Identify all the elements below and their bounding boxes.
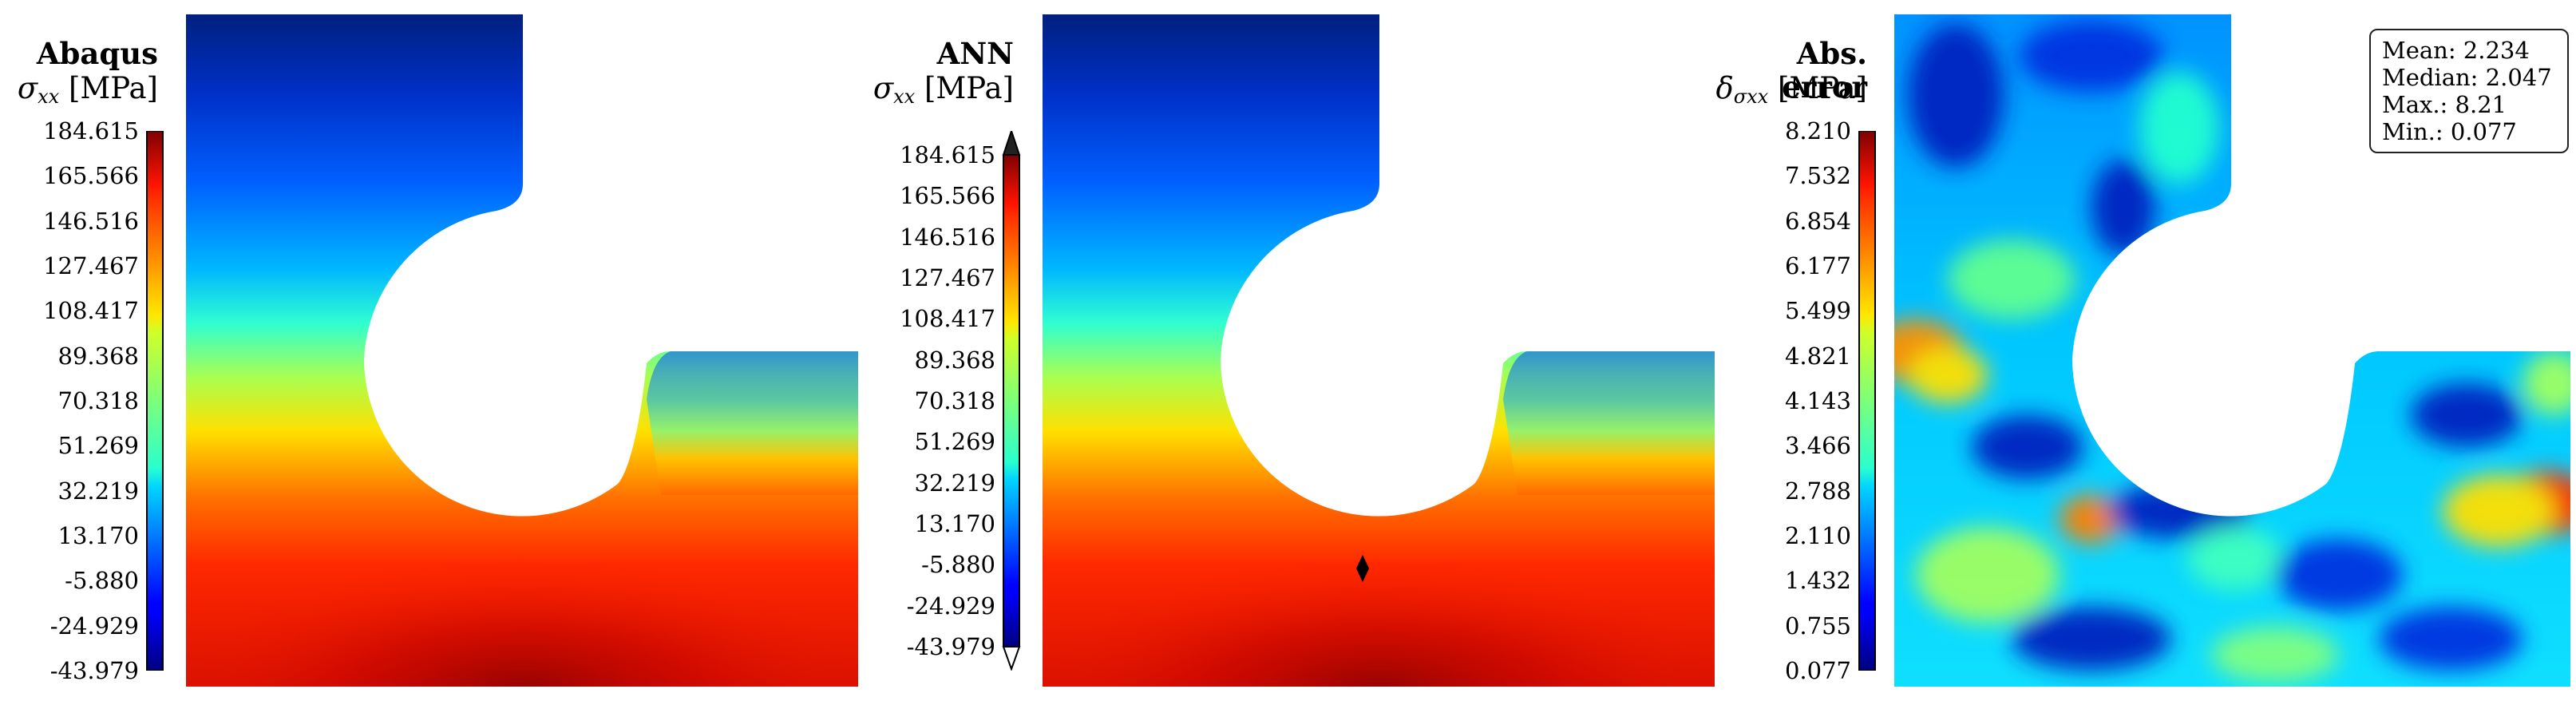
stat-max: Max.: 8.21	[2382, 91, 2507, 118]
colorbar-tick-label: 184.615	[900, 141, 995, 168]
colorbar-tick-label: 4.143	[1784, 387, 1851, 414]
panel-abs-error: Abs. error δσxx [MPa] 8.210 7.532 6.854 6.1…	[1712, 0, 2576, 701]
colorbar-tick-label: 8.210	[1784, 117, 1851, 145]
colorbar-tick-label: 7.532	[1784, 162, 1851, 190]
colorbar-tick-label: 6.854	[1784, 207, 1851, 235]
colorbar-label: σxx [MPa]	[0, 72, 158, 113]
contour-plot	[186, 14, 858, 687]
colorbar-tick-label: 108.417	[900, 305, 995, 333]
colorbar-tick-label: 0.755	[1784, 612, 1851, 640]
colorbar-tick-label: 70.318	[57, 387, 139, 414]
upper-right-stub	[647, 351, 858, 495]
panel-title: Abs. error	[1782, 36, 1867, 105]
colorbar-tick-label: 184.615	[43, 117, 139, 145]
quantity-unit: [MPa]	[924, 71, 1014, 105]
stat-median: Median: 2.047	[2382, 64, 2552, 91]
error-plot	[1894, 14, 2570, 687]
panel-abaqus: Abaqus σxx [MPa] 184.615 165.566 146.516 12…	[0, 0, 862, 701]
panel-title: Abaqus	[36, 36, 158, 71]
quantity-unit: [MPa]	[68, 71, 158, 105]
colorbar-tick-label: -24.929	[49, 612, 139, 640]
colorbar-tick-label: 1.432	[1784, 567, 1851, 595]
colorbar-tick-label: 2.788	[1784, 477, 1851, 505]
colorbar-tick-label: 165.566	[900, 182, 995, 210]
quantity-symbol: δ	[1715, 71, 1734, 105]
colorbar-tick-label: 89.368	[914, 346, 995, 374]
contour-plot	[1043, 14, 1715, 687]
colorbar	[146, 131, 164, 671]
colorbar-extend-max	[1002, 131, 1021, 156]
upper-right-stub	[1503, 351, 1715, 495]
colorbar-label: δσxx [MPa]	[1712, 72, 1867, 113]
colorbar-tick-label: -43.979	[906, 633, 995, 660]
colorbar-tick-label: -5.880	[65, 567, 139, 595]
stat-min: Min.: 0.077	[2382, 118, 2517, 145]
colorbar-tick-label: 0.077	[1784, 657, 1851, 684]
colorbar-tick-label: 4.821	[1784, 342, 1851, 370]
colorbar-tick-label: 127.467	[900, 264, 995, 291]
colorbar-tick-label: 127.467	[43, 252, 139, 279]
min-marker	[1356, 555, 1369, 582]
quantity-subscript: σxx	[1733, 85, 1769, 108]
panel-ann: ANN σxx [MPa] 184.615 165.566 146.516 127.4…	[858, 0, 1720, 701]
colorbar-tick-label: 146.516	[900, 223, 995, 251]
colorbar-tick-label: 3.466	[1784, 432, 1851, 460]
quantity-symbol: σ	[873, 71, 894, 105]
colorbar-label: σxx [MPa]	[858, 72, 1014, 113]
colorbar-tick-label: 146.516	[43, 207, 139, 235]
colorbar-tick-label: -5.880	[921, 551, 995, 579]
colorbar-tick-label: 6.177	[1784, 252, 1851, 279]
colorbar-extend-min	[1002, 646, 1021, 671]
colorbar-tick-label: 165.566	[43, 162, 139, 190]
colorbar-tick-label: 32.219	[914, 469, 995, 497]
colorbar-tick-label: 2.110	[1784, 522, 1851, 549]
colorbar-tick-label: 108.417	[43, 297, 139, 325]
panel-title: ANN	[936, 36, 1014, 71]
colorbar-tick-label: -24.929	[906, 592, 995, 620]
stat-mean: Mean: 2.234	[2382, 37, 2530, 64]
quantity-unit: [MPa]	[1777, 71, 1867, 105]
quantity-subscript: xx	[38, 85, 60, 108]
colorbar-tick-label: 5.499	[1784, 297, 1851, 325]
quantity-subscript: xx	[893, 85, 916, 108]
colorbar-tick-label: -43.979	[49, 657, 139, 684]
stats-box: Mean: 2.234 Median: 2.047 Max.: 8.21 Min…	[2369, 29, 2569, 153]
colorbar-tick-label: 51.269	[914, 428, 995, 456]
colorbar	[1858, 131, 1876, 671]
colorbar-tick-label: 32.219	[57, 477, 139, 505]
colorbar	[1002, 131, 1021, 671]
colorbar-tick-label: 70.318	[914, 387, 995, 414]
colorbar-tick-label: 13.170	[57, 522, 139, 549]
colorbar-tick-label: 13.170	[914, 510, 995, 537]
colorbar-tick-label: 89.368	[57, 342, 139, 370]
colorbar-tick-label: 51.269	[57, 432, 139, 460]
quantity-symbol: σ	[17, 71, 38, 105]
